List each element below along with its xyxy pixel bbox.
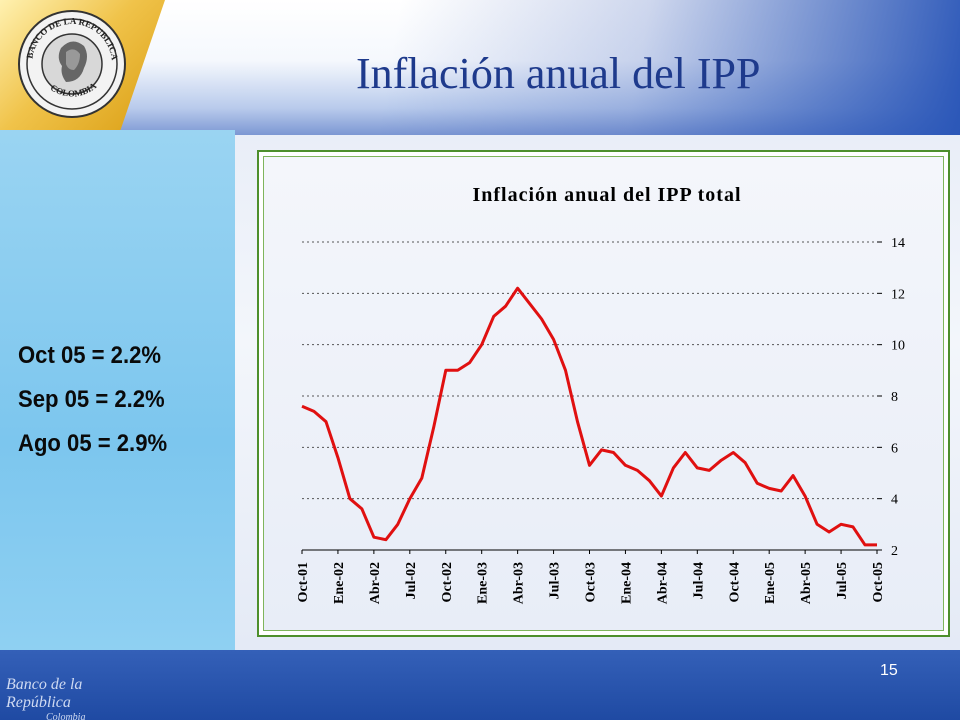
x-tick-label: Abr-03	[512, 562, 527, 604]
y-tick-label: 2	[891, 544, 898, 559]
x-tick-label: Jul-02	[404, 562, 419, 599]
x-tick-label: Ene-03	[476, 562, 491, 604]
banco-republica-seal-icon: BANCO DE LA REPUBLICA COLOMBIA	[18, 10, 126, 118]
y-tick-label: 8	[891, 390, 898, 405]
footer-logo: Banco de la República Colombia	[6, 676, 136, 723]
x-tick-label: Jul-03	[548, 562, 563, 599]
stat-ago: Ago 05 = 2.9%	[18, 430, 168, 457]
slide-title: Inflación anual del IPP	[356, 49, 761, 98]
x-tick-label: Oct-03	[584, 562, 599, 602]
x-tick-label: Jul-04	[691, 562, 706, 599]
y-tick-label: 14	[891, 236, 905, 251]
x-tick-label: Oct-01	[296, 562, 311, 602]
chart-frame: Inflación anual del IPP total 2 4 6 8 10 12 14 O…	[257, 150, 950, 637]
x-tick-label: Jul-05	[835, 562, 850, 599]
footer-logo-sub: Colombia	[46, 712, 86, 723]
x-tick-label: Ene-04	[619, 562, 634, 604]
x-tick-label: Ene-05	[763, 562, 778, 604]
x-tick-label: Ene-02	[332, 562, 347, 604]
y-tick-label: 4	[891, 493, 898, 508]
left-panel	[0, 130, 235, 650]
chart-title: Inflación anual del IPP total	[472, 184, 741, 206]
footer-logo-text: Banco de la República	[6, 676, 83, 711]
y-tick-label: 10	[891, 339, 905, 354]
x-tick-label: Oct-04	[727, 562, 742, 602]
x-tick-label: Abr-05	[799, 562, 814, 604]
y-tick-label: 12	[891, 287, 905, 302]
series-line	[301, 286, 877, 547]
header-gradient	[150, 0, 960, 135]
chart-panel: Inflación anual del IPP total 2 4 6 8 10 12 14 O…	[263, 156, 944, 631]
footer-band	[0, 650, 960, 720]
line-chart: Inflación anual del IPP total 2 4 6 8 10 12 14 O…	[296, 184, 905, 604]
x-tick-label: Abr-02	[368, 562, 383, 604]
page-number: 15	[880, 662, 898, 679]
x-tick-label: Oct-05	[871, 562, 886, 602]
stats-list: Oct 05 = 2.2% Sep 05 = 2.2% Ago 05 = 2.9…	[18, 334, 167, 466]
x-tick-label: Abr-04	[655, 562, 670, 604]
stat-oct: Oct 05 = 2.2%	[18, 342, 162, 369]
x-tick-label: Oct-02	[440, 562, 455, 602]
stat-sep: Sep 05 = 2.2%	[18, 386, 165, 413]
y-tick-label: 6	[891, 441, 898, 456]
